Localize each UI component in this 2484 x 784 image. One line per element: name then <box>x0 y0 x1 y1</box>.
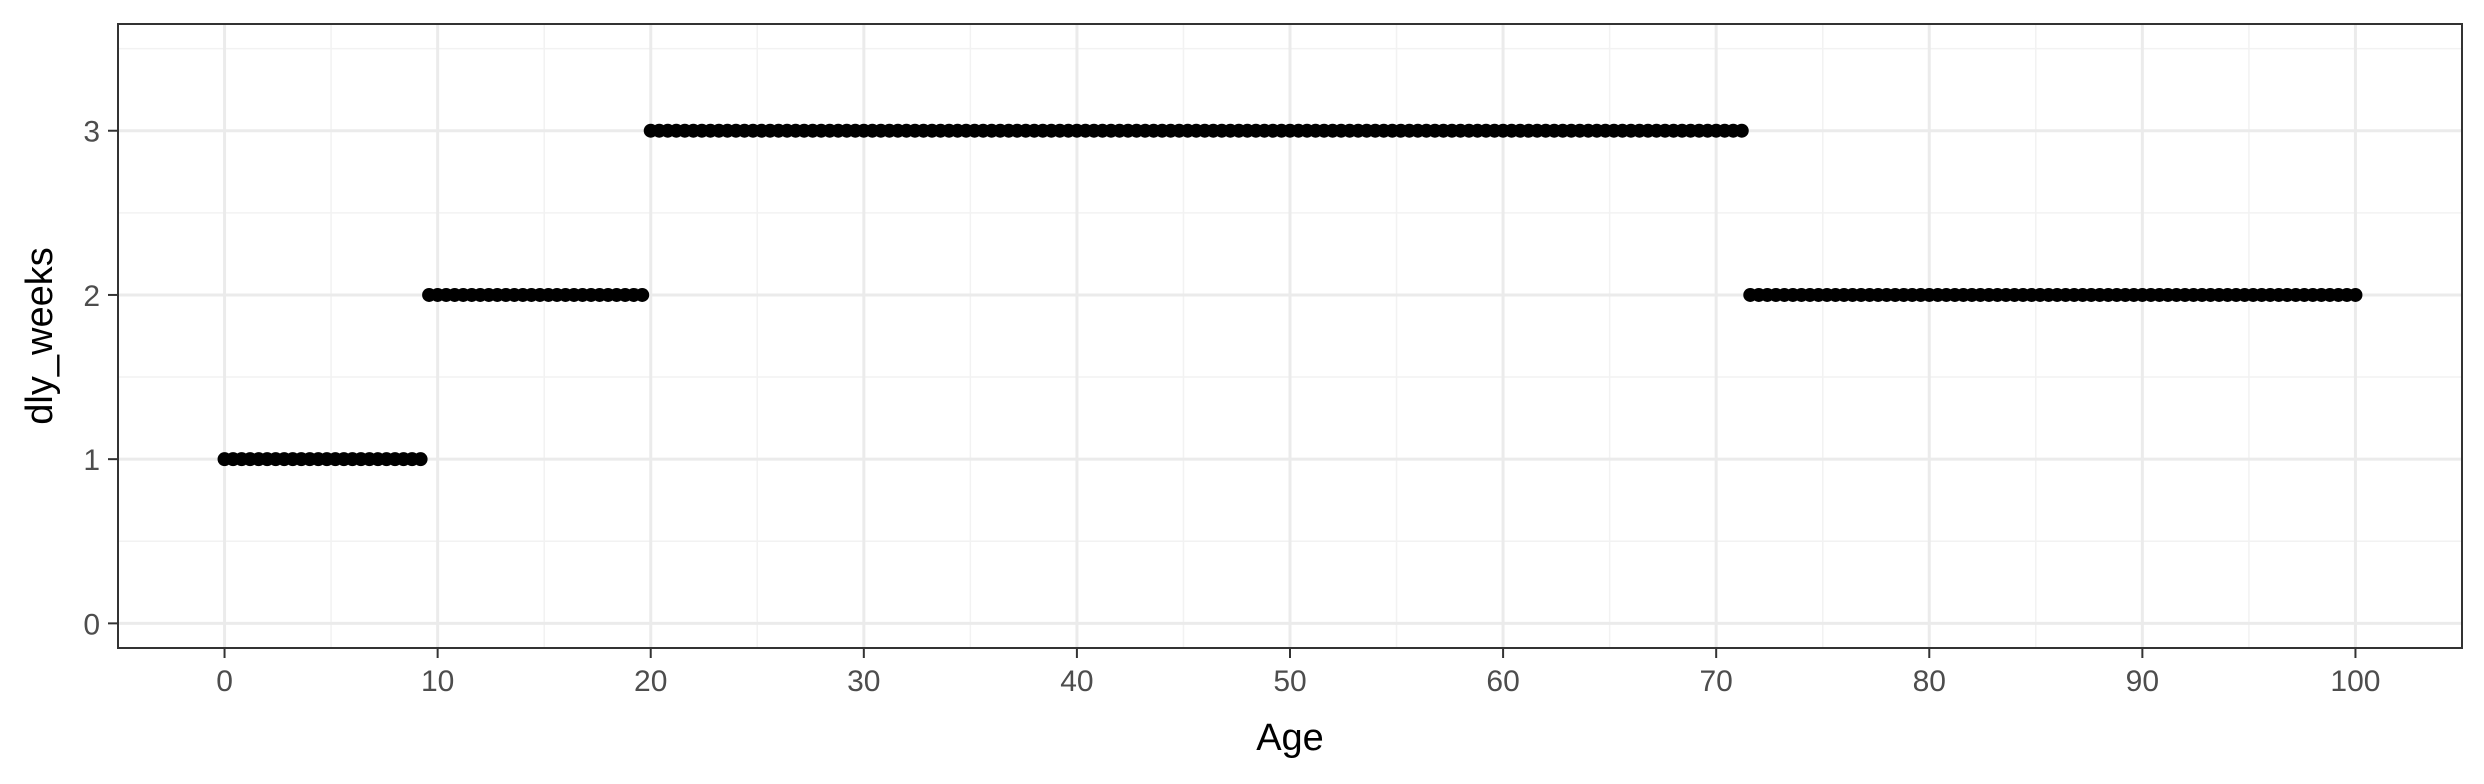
data-point <box>2348 287 2363 302</box>
x-tick-label: 0 <box>216 665 233 698</box>
x-tick-label: 30 <box>847 665 880 698</box>
x-tick-label: 10 <box>421 665 454 698</box>
x-axis: 0 10 20 30 40 50 60 70 80 90 100 <box>216 648 2380 698</box>
x-tick-label: 80 <box>1913 665 1946 698</box>
x-tick-label: 90 <box>2126 665 2159 698</box>
data-point <box>1734 123 1749 138</box>
x-axis-title: Age <box>1256 717 1324 759</box>
data-point <box>635 287 650 302</box>
x-tick-label: 60 <box>1486 665 1519 698</box>
y-tick-label: 2 <box>83 280 100 313</box>
x-tick-label: 50 <box>1273 665 1306 698</box>
x-tick-label: 100 <box>2330 665 2380 698</box>
y-axis-title: dly_weeks <box>19 247 61 424</box>
data-point <box>413 452 428 467</box>
y-axis: 0 1 2 3 <box>83 116 118 641</box>
data-points <box>217 123 2363 467</box>
x-tick-label: 70 <box>1699 665 1732 698</box>
x-tick-label: 20 <box>634 665 667 698</box>
y-tick-label: 1 <box>83 444 100 477</box>
y-tick-label: 0 <box>83 608 100 641</box>
x-tick-label: 40 <box>1060 665 1093 698</box>
y-tick-label: 3 <box>83 116 100 149</box>
